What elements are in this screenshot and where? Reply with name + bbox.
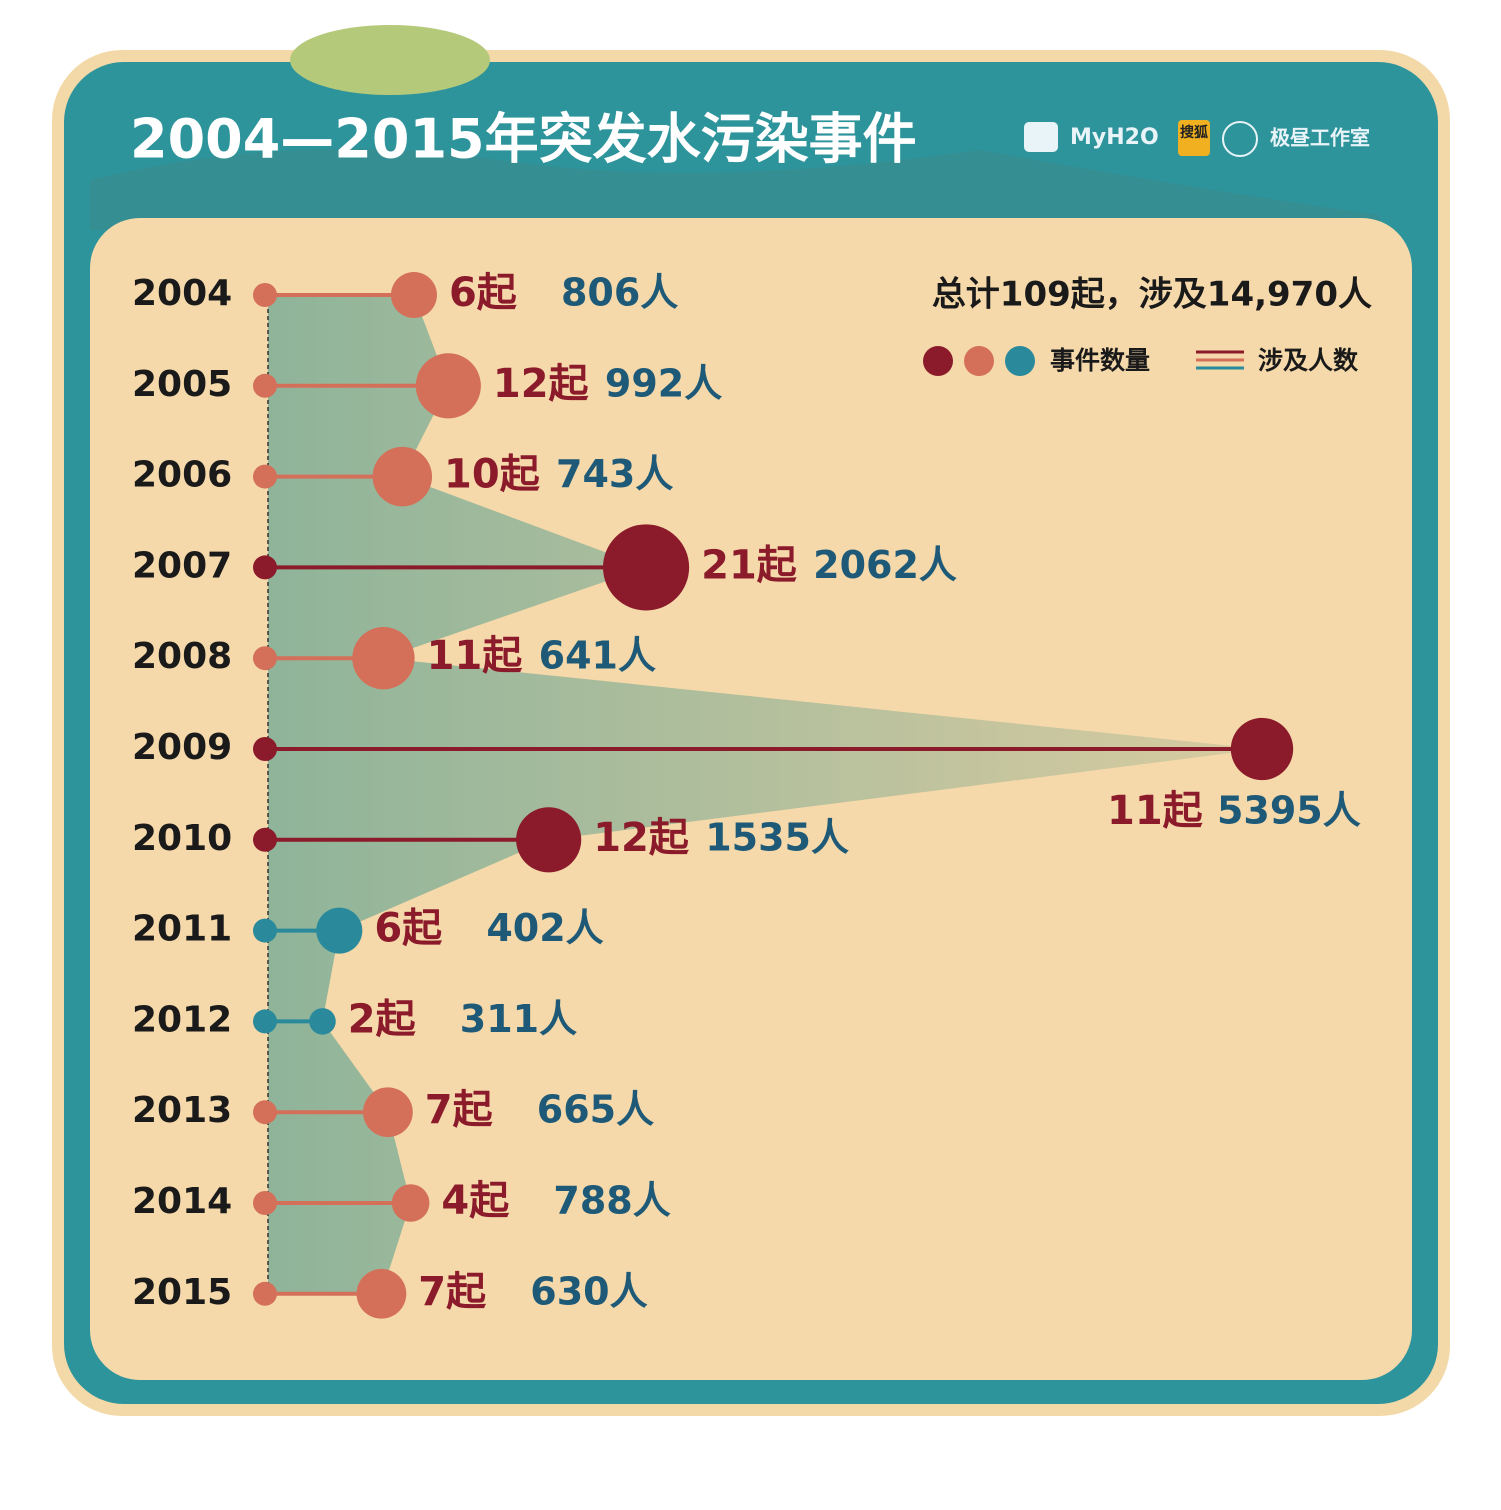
year-label: 2009 [132, 727, 232, 768]
year-label: 2004 [132, 273, 232, 314]
event-bubble [316, 907, 363, 954]
people-label: 992人 [605, 361, 722, 405]
year-label: 2008 [132, 636, 232, 677]
count-label: 11起 [1107, 788, 1204, 834]
year-label: 2007 [132, 545, 232, 586]
legend-dot [964, 346, 994, 376]
year-label: 2005 [132, 364, 232, 405]
legend-label: 涉及人数 [1258, 346, 1359, 375]
legend-label: 事件数量 [1050, 346, 1150, 375]
people-label: 806人 [561, 271, 678, 315]
base-dot [253, 737, 277, 761]
event-bubble [391, 1184, 430, 1222]
people-label: 311人 [460, 997, 577, 1041]
people-label: 630人 [530, 1269, 647, 1313]
chart-title: 2004—2015年突发水污染事件 [130, 108, 917, 171]
base-dot [253, 283, 277, 307]
event-bubble [390, 271, 437, 319]
event-bubble [372, 446, 433, 507]
base-dot [253, 1191, 277, 1215]
event-bubble [363, 1087, 413, 1138]
people-area [268, 295, 1262, 1294]
brand: 极昼工作室 [1270, 126, 1370, 150]
people-label: 2062人 [813, 543, 957, 587]
base-dot [253, 555, 277, 580]
year-label: 2012 [132, 999, 232, 1040]
logo-icon [1024, 122, 1058, 152]
count-label: 2起 [348, 996, 417, 1042]
base-dot [253, 1281, 277, 1306]
legend-dot [923, 346, 953, 376]
event-bubble [356, 1268, 407, 1319]
brand: MyH2O [1070, 125, 1159, 150]
year-label: 2013 [132, 1090, 232, 1131]
event-bubble [415, 353, 481, 419]
event-bubble [602, 524, 690, 611]
people-label: 641人 [539, 634, 656, 678]
people-label: 1535人 [705, 815, 849, 859]
count-label: 7起 [418, 1269, 487, 1315]
brand: 搜狐 [1180, 124, 1208, 141]
hill-decoration [290, 25, 490, 95]
base-dot [253, 373, 277, 398]
cloud-decoration [90, 148, 1380, 230]
count-label: 12起 [593, 815, 690, 861]
people-label: 788人 [553, 1179, 670, 1223]
people-label: 743人 [556, 452, 673, 496]
base-dot [253, 464, 277, 489]
year-label: 2011 [132, 909, 232, 950]
event-bubble [516, 807, 582, 873]
people-label: 402人 [486, 906, 603, 950]
event-bubble [352, 627, 415, 690]
count-label: 7起 [425, 1087, 494, 1133]
total-note: 总计109起，涉及14,970人 [932, 275, 1372, 315]
count-label: 10起 [444, 452, 541, 498]
logo-icon [1222, 121, 1258, 157]
event-bubble [1230, 717, 1294, 781]
base-dot [253, 918, 277, 943]
people-label: 665人 [537, 1088, 654, 1132]
year-label: 2006 [132, 455, 232, 496]
legend-dot [1005, 346, 1035, 376]
year-label: 2014 [132, 1181, 232, 1222]
logo-icon [1178, 120, 1210, 156]
year-label: 2015 [132, 1272, 232, 1313]
base-dot [253, 1009, 277, 1034]
base-dot [253, 646, 277, 671]
event-bubble [309, 1008, 336, 1035]
base-dot [253, 1100, 277, 1125]
plot: 2004 6起 806人 2005 12起 992人 2006 10起 743人 2007 21起 2… [132, 270, 1361, 1319]
base-dot [253, 827, 277, 852]
people-label: 5395人 [1217, 789, 1361, 833]
count-label: 6起 [374, 906, 443, 952]
count-label: 12起 [493, 361, 590, 407]
count-label: 4起 [441, 1178, 510, 1224]
count-label: 11起 [427, 633, 524, 679]
count-label: 6起 [449, 270, 518, 316]
count-label: 21起 [701, 542, 798, 588]
year-label: 2010 [132, 818, 232, 859]
